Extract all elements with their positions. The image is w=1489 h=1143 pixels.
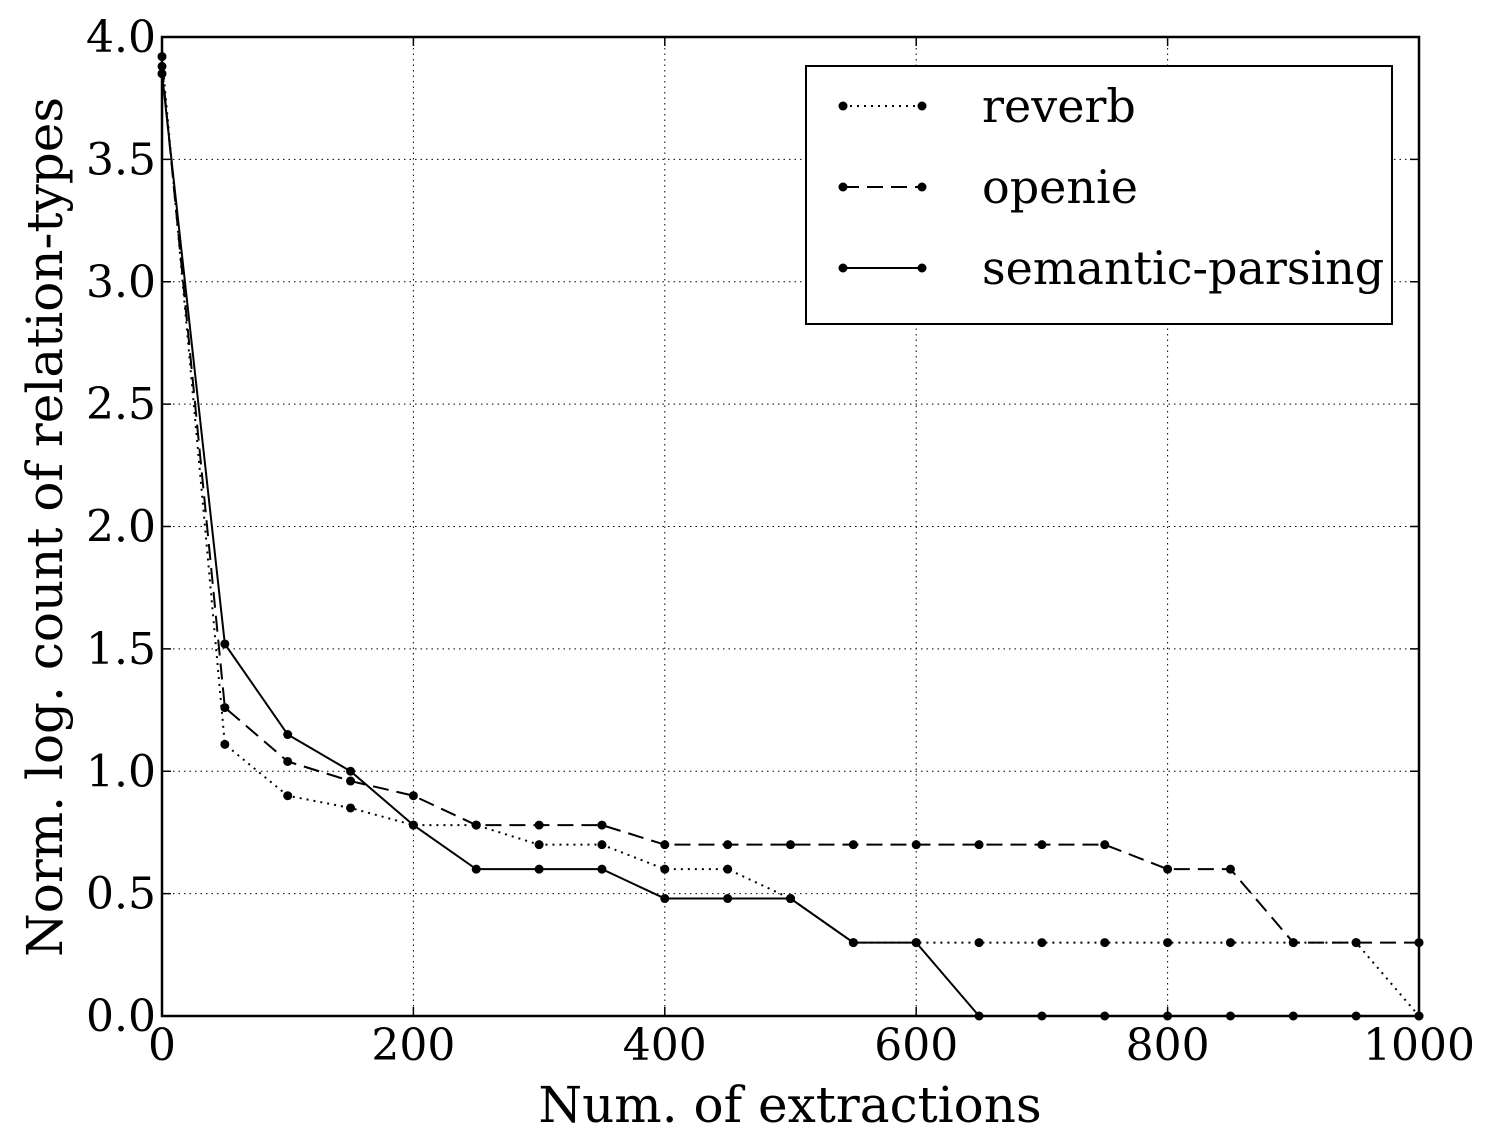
data-point bbox=[1100, 938, 1110, 948]
legend-item-semantic-parsing: semantic-parsing bbox=[838, 241, 1384, 295]
data-point bbox=[786, 840, 795, 850]
data-point bbox=[1288, 938, 1298, 948]
data-point bbox=[346, 803, 356, 813]
x-tick-label: 200 bbox=[371, 1020, 455, 1071]
data-point bbox=[534, 820, 544, 830]
legend-marker bbox=[917, 263, 927, 273]
x-tick-label: 400 bbox=[623, 1020, 707, 1071]
y-tick-label: 1.0 bbox=[86, 746, 156, 797]
data-point bbox=[283, 791, 293, 801]
series-line-openie bbox=[161, 66, 1419, 944]
y-tick-label: 0.0 bbox=[86, 991, 156, 1042]
data-point bbox=[974, 840, 984, 850]
y-tick-label: 3.0 bbox=[86, 257, 156, 308]
data-point bbox=[346, 766, 356, 776]
data-point bbox=[283, 756, 293, 766]
data-point bbox=[220, 639, 230, 649]
y-tick-label: 2.0 bbox=[86, 502, 156, 553]
x-tick-label: 600 bbox=[874, 1020, 958, 1071]
data-point bbox=[220, 739, 230, 749]
y-axis-label: Norm. log. count of relation-types bbox=[16, 97, 74, 957]
data-point bbox=[597, 864, 607, 874]
data-point bbox=[660, 840, 670, 850]
x-tick-label: 1000 bbox=[1363, 1020, 1475, 1071]
y-tick-label: 3.5 bbox=[86, 134, 156, 185]
data-point bbox=[534, 840, 544, 850]
data-point bbox=[471, 864, 481, 874]
data-point bbox=[1225, 864, 1235, 874]
legend: reverb openie semantic-parsing bbox=[805, 65, 1393, 325]
data-point bbox=[911, 938, 921, 948]
legend-marker bbox=[917, 182, 927, 192]
data-point bbox=[1351, 938, 1361, 948]
data-point bbox=[848, 840, 858, 850]
data-point bbox=[534, 864, 544, 874]
y-tick-label: 2.5 bbox=[86, 379, 156, 430]
data-point bbox=[1163, 938, 1173, 948]
legend-label: reverb bbox=[982, 79, 1136, 133]
data-point bbox=[1225, 938, 1235, 948]
legend-marker bbox=[917, 101, 927, 111]
data-point bbox=[1037, 840, 1047, 850]
data-point bbox=[723, 894, 733, 904]
data-point bbox=[283, 730, 293, 740]
grid-lines bbox=[162, 37, 1419, 1016]
data-point bbox=[597, 840, 607, 850]
y-tick-label: 4.0 bbox=[86, 12, 156, 63]
data-point bbox=[660, 864, 670, 874]
data-point bbox=[1100, 840, 1110, 850]
axis-ticks: 0 200 400 600 800 1000 0.0 0.5 1.0 1.5 2.0 2.5 3.0 3.… bbox=[86, 12, 1475, 1071]
legend-marker bbox=[838, 263, 848, 273]
legend-label: semantic-parsing bbox=[982, 241, 1384, 295]
legend-label: openie bbox=[982, 160, 1138, 214]
legend-item-reverb: reverb bbox=[838, 79, 1136, 133]
data-point bbox=[220, 703, 230, 713]
legend-marker bbox=[838, 101, 848, 111]
legend-item-openie: openie bbox=[838, 160, 1138, 214]
data-point bbox=[471, 820, 481, 830]
data-point bbox=[408, 820, 418, 830]
data-point bbox=[1037, 938, 1047, 948]
legend-marker bbox=[838, 182, 848, 192]
series-openie bbox=[157, 61, 1424, 948]
y-tick-label: 0.5 bbox=[86, 869, 156, 920]
legend-box bbox=[805, 65, 1393, 325]
data-point bbox=[1163, 864, 1173, 874]
x-tick-label: 0 bbox=[148, 1020, 176, 1071]
data-point bbox=[660, 894, 670, 904]
data-point bbox=[723, 864, 733, 874]
data-point bbox=[346, 776, 356, 786]
x-tick-label: 800 bbox=[1126, 1020, 1210, 1071]
data-point bbox=[848, 938, 858, 948]
data-point bbox=[723, 840, 733, 850]
data-point bbox=[911, 840, 921, 850]
data-point bbox=[408, 791, 418, 801]
y-tick-label: 1.5 bbox=[86, 624, 156, 675]
data-point bbox=[786, 894, 795, 904]
data-point bbox=[974, 938, 984, 948]
data-point bbox=[597, 820, 607, 830]
x-axis-label: Num. of extractions bbox=[538, 1076, 1041, 1134]
